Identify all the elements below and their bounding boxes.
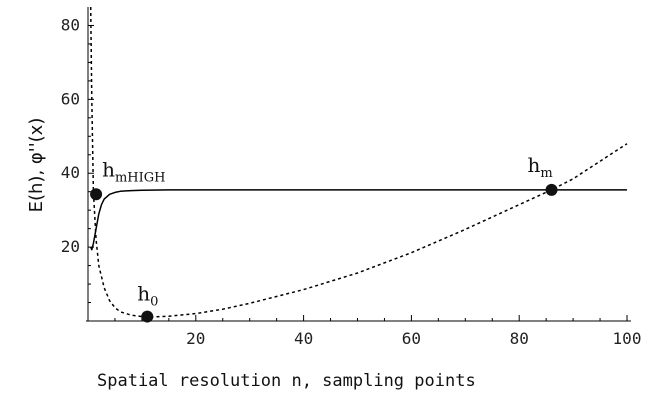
axes — [86, 7, 631, 322]
x-tick-label: 100 — [613, 329, 642, 348]
x-tick-label: 20 — [186, 329, 205, 348]
points-layer: hmHIGH h0 hm — [90, 153, 558, 323]
y-tick-label: 20 — [61, 237, 80, 256]
series-solid-line — [90, 189, 627, 251]
y-ticks: 20 40 60 80 — [61, 15, 94, 304]
series-layer — [89, 6, 628, 318]
point-label: hm — [528, 153, 553, 181]
point-label: hmHIGH — [102, 157, 165, 185]
y-tick-label: 60 — [61, 89, 80, 108]
x-tick-label: 80 — [510, 329, 529, 348]
point-label: h0 — [137, 282, 158, 310]
y-tick-label: 80 — [61, 15, 80, 34]
y-tick-label: 40 — [61, 163, 80, 182]
x-tick-label: 40 — [294, 329, 313, 348]
marked-point — [141, 310, 154, 323]
x-tick-label: 60 — [402, 329, 421, 348]
y-axis-title: E(h), φ''(x) — [26, 118, 47, 213]
marked-point — [90, 188, 103, 201]
series-dashed-line — [89, 6, 628, 318]
x-axis-title: Spatial resolution n, sampling points — [97, 371, 476, 391]
marked-point — [545, 183, 558, 196]
x-ticks: 20 40 60 80 100 — [114, 315, 642, 348]
